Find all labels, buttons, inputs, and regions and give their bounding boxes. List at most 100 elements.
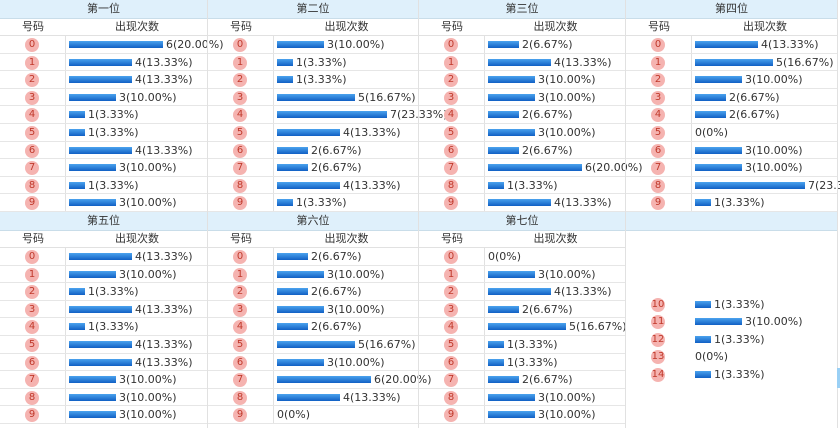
table-row: 6 4(13.33%) xyxy=(0,353,207,372)
table-row: 14 1(3.33%) xyxy=(626,366,837,384)
number-cell: 7 xyxy=(419,159,485,176)
count-bar xyxy=(69,181,85,189)
number-ball: 4 xyxy=(651,108,665,123)
number-cell: 6 xyxy=(419,353,485,371)
count-value: 3(10.00%) xyxy=(327,302,385,316)
number-cell: 2 xyxy=(419,71,485,88)
table-row: 3 3(10.00%) xyxy=(208,300,418,319)
count-value: 1(3.33%) xyxy=(88,285,139,299)
table-row: 8 4(13.33%) xyxy=(208,176,418,195)
table-row: 3 3(10.00%) xyxy=(419,88,625,107)
count-value: 4(13.33%) xyxy=(343,178,401,192)
table-row: 6 3(10.00%) xyxy=(626,141,837,160)
number-ball: 6 xyxy=(651,143,665,158)
number-ball: 8 xyxy=(651,178,665,193)
number-cell: 2 xyxy=(626,71,692,88)
number-cell: 9 xyxy=(626,194,692,211)
count-value: 6(20.00%) xyxy=(585,161,643,175)
table-header: 号码 出现次数 xyxy=(208,18,418,36)
table-row: 0 2(6.67%) xyxy=(208,248,418,266)
count-value: 3(10.00%) xyxy=(745,315,803,329)
count-bar xyxy=(695,58,773,66)
table-row: 5 5(16.67%) xyxy=(208,336,418,354)
number-cell: 10 xyxy=(626,296,692,314)
count-value: 4(13.33%) xyxy=(135,338,193,351)
count-bar xyxy=(695,111,726,119)
count-bar xyxy=(69,393,116,401)
table-row: 7 3(10.00%) xyxy=(0,371,207,389)
count-value: 4(13.33%) xyxy=(135,55,193,69)
number-cell: 1 xyxy=(419,265,485,283)
count-value: 2(6.67%) xyxy=(311,143,362,157)
table-header: 号码 出现次数 xyxy=(0,18,207,36)
count-bar xyxy=(695,199,711,207)
table-row: 7 6(20.00%) xyxy=(208,371,432,389)
number-cell: 0 xyxy=(0,36,66,53)
number-ball: 1 xyxy=(25,267,39,282)
count-bar xyxy=(695,93,726,101)
count-value: 3(10.00%) xyxy=(745,143,803,157)
table-row: 47(23.33%) xyxy=(208,106,448,124)
position-title: 第六位 xyxy=(208,212,418,231)
position-title xyxy=(626,212,837,231)
number-ball: 2 xyxy=(25,285,39,300)
count-value: 4(13.33%) xyxy=(135,73,193,87)
number-ball: 11 xyxy=(651,315,665,330)
number-cell: 2 xyxy=(0,283,66,300)
count-bar xyxy=(695,318,742,326)
count-value: 3(10.00%) xyxy=(119,408,177,422)
count-bar xyxy=(69,358,132,366)
count-value: 3(10.00%) xyxy=(745,73,803,87)
table-row: 5 1(3.33%) xyxy=(0,124,207,142)
number-cell: 1 xyxy=(0,265,66,283)
table-row: 4 5(16.67%) xyxy=(419,318,627,336)
table-row: 2 1(3.33%) xyxy=(208,71,418,89)
number-cell: 9 xyxy=(419,406,485,423)
header-count: 出现次数 xyxy=(533,232,578,245)
table-row: 1 3(10.00%) xyxy=(208,265,418,284)
count-bar xyxy=(69,164,116,172)
position-panel: 第三位 号码 出现次数 0 2(6.67%) 1 4(13.33%) 2 3(10.00%) 3 3… xyxy=(419,0,643,213)
number-ball: 4 xyxy=(444,108,458,123)
number-cell: 3 xyxy=(208,88,274,106)
number-ball: 14 xyxy=(651,367,665,382)
count-value: 4(13.33%) xyxy=(135,355,193,369)
table-row: 9 1(3.33%) xyxy=(626,194,837,212)
count-value: 2(6.67%) xyxy=(522,38,573,51)
number-ball: 8 xyxy=(25,390,39,405)
table-row: 10 1(3.33%) xyxy=(626,296,837,314)
number-ball: 1 xyxy=(444,55,458,70)
table-row: 2 3(10.00%) xyxy=(626,71,837,89)
number-ball: 7 xyxy=(444,373,458,388)
number-ball: 3 xyxy=(233,90,247,105)
number-cell: 8 xyxy=(419,176,485,194)
count-bar xyxy=(277,393,340,401)
number-ball: 6 xyxy=(25,355,39,370)
number-ball: 0 xyxy=(25,38,39,52)
table-row: 7 3(10.00%) xyxy=(626,159,837,177)
count-bar xyxy=(488,376,519,384)
count-bar xyxy=(488,164,582,172)
count-bar xyxy=(488,305,519,313)
number-cell: 0 xyxy=(419,36,485,53)
number-ball: 1 xyxy=(25,55,39,70)
count-value: 3(10.00%) xyxy=(119,373,177,387)
count-bar xyxy=(488,393,535,401)
position-panel: 第六位 号码 出现次数 0 2(6.67%) 1 3(10.00%) 2 2(6.67%) 3 3(… xyxy=(208,212,432,425)
scrollbar-edge[interactable] xyxy=(837,368,840,388)
count-value: 1(3.33%) xyxy=(714,297,765,311)
number-cell: 3 xyxy=(0,300,66,318)
number-cell: 3 xyxy=(419,88,485,106)
number-cell: 5 xyxy=(0,124,66,141)
count-value: 6(20.00%) xyxy=(374,373,432,387)
count-value: 3(10.00%) xyxy=(538,267,596,281)
count-value: 4(13.33%) xyxy=(343,126,401,139)
number-ball: 7 xyxy=(25,373,39,388)
count-value: 2(6.67%) xyxy=(729,108,780,122)
number-ball: 12 xyxy=(651,332,665,347)
table-row: 1 4(13.33%) xyxy=(419,53,625,72)
count-value: 5(16.67%) xyxy=(776,55,834,69)
table-row: 2 4(13.33%) xyxy=(419,283,625,301)
count-bar xyxy=(277,164,308,172)
table-row: 7 6(20.00%) xyxy=(419,159,643,177)
